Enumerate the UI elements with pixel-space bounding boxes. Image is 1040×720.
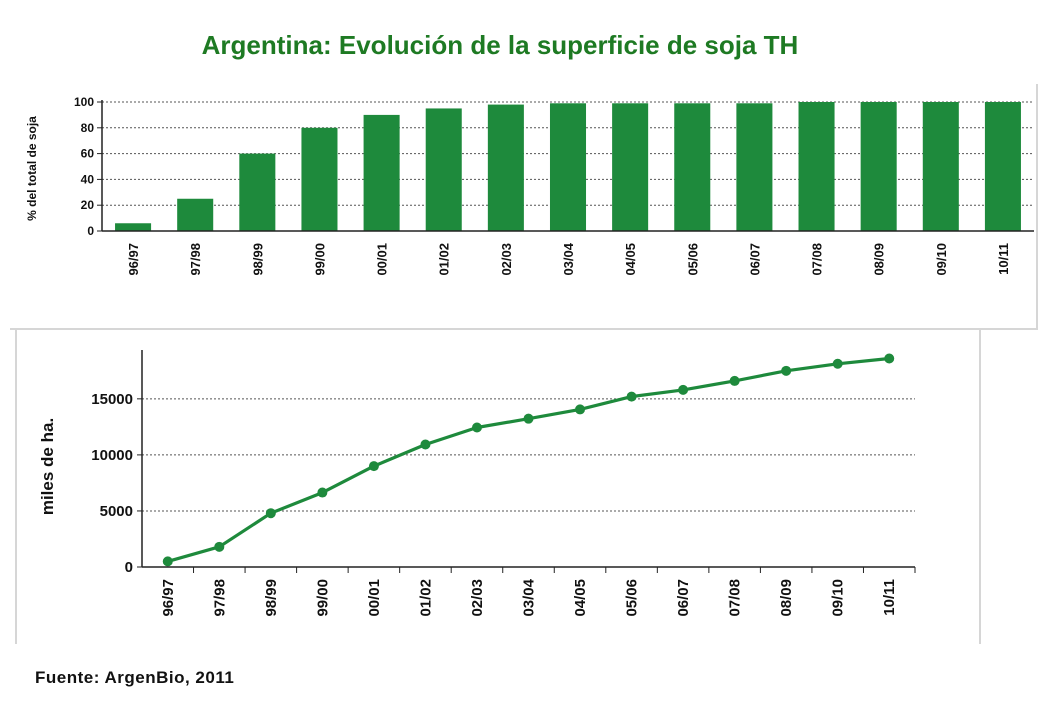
line-x-tick-label: 10/11 [881,579,898,616]
line-x-tick-label: 99/00 [314,579,331,617]
bar-chart-y-ticks: 0 20 40 60 80 100 [74,95,102,238]
bar [177,198,214,231]
line-point [265,508,276,519]
bar-x-tick-label: 01/02 [437,243,452,276]
bar [301,127,338,231]
line-x-tick-label: 09/10 [830,579,847,617]
line-chart-y-label: miles de ha. [38,418,57,515]
line-x-tick-label: 00/01 [366,579,383,617]
line-x-tick-label: 04/05 [572,579,589,617]
line-point [626,391,637,402]
bar-chart-x-ticks: 96/97 97/98 98/99 99/00 00/01 01/02 02/03 03/04… [126,242,1011,275]
bar-chart-bars [115,102,1021,231]
line-chart-x-ticks: 96/97 97/98 98/99 99/00 00/01 01/02 02/03 03/04… [160,567,916,617]
line-x-tick-label: 06/07 [675,579,692,617]
bar-chart: 0 20 40 60 80 100 96/97 97/98 98/99 99/00 00/01 01… [25,95,1034,276]
bar-x-tick-label: 97/98 [188,243,203,276]
bar-x-tick-label: 03/04 [561,242,576,275]
bar [674,103,711,231]
line-point [214,541,225,552]
bar-x-tick-label: 04/05 [623,243,638,276]
bar [549,103,587,231]
line-point [678,384,689,395]
bar-y-tick-label: 100 [74,95,94,109]
bar-y-tick-label: 0 [87,224,94,238]
line-y-tick-label: 5000 [100,503,133,520]
line-y-tick-label: 10000 [91,447,133,464]
line-chart-series-line [167,356,890,563]
bar-x-tick-label: 07/08 [810,243,825,276]
line-x-tick-label: 02/03 [469,579,486,617]
bar [239,153,276,231]
bar-x-tick-label: 05/06 [685,243,700,276]
bar-y-tick-label: 80 [81,121,95,135]
line-point [317,487,328,498]
bar-x-tick-label: 00/01 [375,243,390,276]
line-chart-points [162,353,895,567]
bar [736,103,773,231]
bar-x-tick-label: 08/09 [872,243,887,276]
line-point [471,422,482,433]
bar-x-tick-label: 09/10 [934,243,949,276]
line-point [832,358,843,369]
bar [612,103,649,231]
line-point [523,413,534,424]
line-point [575,404,586,415]
line-point [884,353,895,364]
line-chart: 0 5000 10000 15000 96/97 97/98 98/99 99/00 00/0… [38,350,916,617]
bar-x-tick-label: 98/99 [250,243,265,276]
bar [363,114,400,231]
line-x-tick-label: 07/08 [727,579,744,617]
line-x-tick-label: 03/04 [521,578,538,616]
bar-chart-y-label: % del total de soja [25,116,39,221]
bar [115,223,152,231]
bar [922,102,959,231]
line-x-tick-label: 96/97 [160,579,177,617]
bar-chart-panel: 0 20 40 60 80 100 96/97 97/98 98/99 99/00 00/01 01… [10,84,1038,330]
line-point [162,556,173,567]
line-x-tick-label: 08/09 [778,579,795,617]
line-x-tick-label: 98/99 [263,579,280,617]
bar [425,108,462,231]
bar [984,102,1021,231]
line-point [420,439,431,450]
line-y-tick-label: 0 [125,559,133,576]
bar [860,102,897,231]
bar-x-tick-label: 10/11 [996,243,1011,275]
line-chart-panel: 0 5000 10000 15000 96/97 97/98 98/99 99/00 00/0… [15,328,981,644]
bar-x-tick-label: 96/97 [126,243,141,276]
bar-y-tick-label: 40 [81,172,95,186]
line-chart-y-ticks: 0 5000 10000 15000 [91,391,142,576]
line-x-tick-label: 05/06 [624,579,641,617]
line-point [368,461,379,472]
bar-x-tick-label: 02/03 [499,243,514,276]
line-point [729,375,740,386]
bar-x-tick-label: 99/00 [312,243,327,276]
source-note: Fuente: ArgenBio, 2011 [35,668,235,687]
line-x-tick-label: 01/02 [417,579,434,617]
page-title: Argentina: Evolución de la superficie de… [201,30,799,60]
bar [487,104,524,231]
line-x-tick-label: 97/98 [211,579,228,617]
line-y-tick-label: 15000 [91,391,133,408]
bar-y-tick-label: 20 [81,198,95,212]
bar-y-tick-label: 60 [81,147,95,161]
line-point [781,365,792,376]
bar-x-tick-label: 06/07 [747,243,762,276]
bar [798,102,835,231]
